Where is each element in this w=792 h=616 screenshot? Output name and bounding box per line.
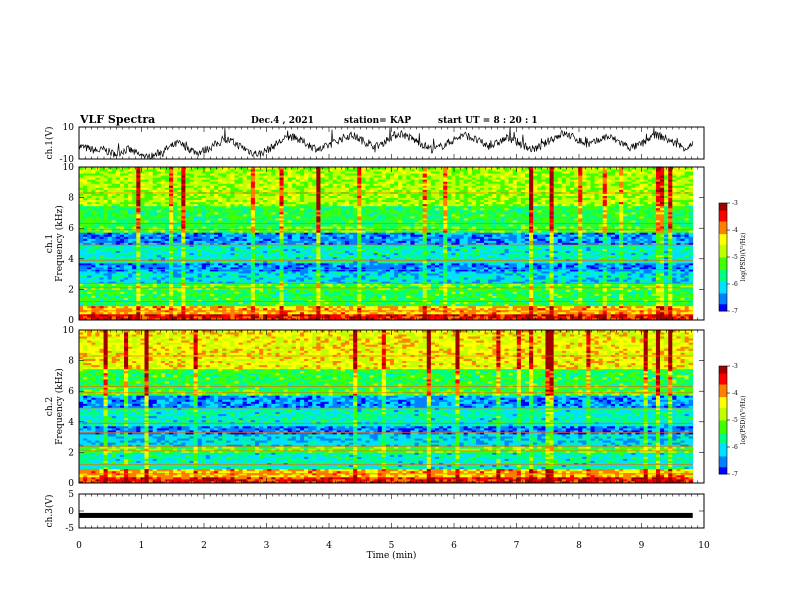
figure-title: VLF Spectra — [79, 113, 155, 126]
ch1-voltage-axis-title: ch.1(V) — [44, 127, 55, 160]
ch1-voltage-trace — [79, 128, 693, 158]
date-label: Dec.4 , 2021 — [251, 116, 314, 126]
ch1-voltage-tick-label: 10 — [63, 123, 75, 133]
station-label: station= KAP — [344, 116, 411, 126]
start-time-label: start UT = 8 : 20 : 1 — [438, 116, 538, 126]
